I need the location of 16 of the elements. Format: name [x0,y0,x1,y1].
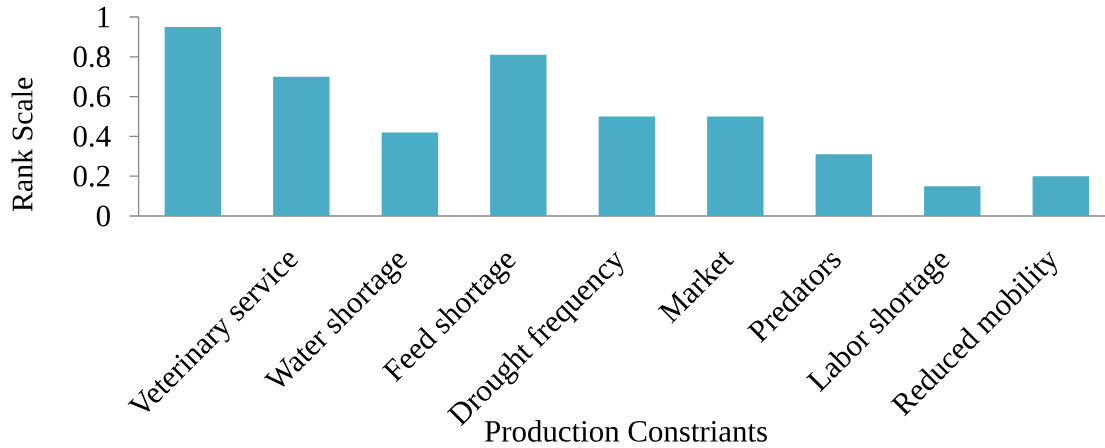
bar [707,116,764,216]
bar [1032,176,1089,216]
bar [273,76,330,216]
y-tick-label: 0 [96,205,110,227]
y-tick-label: 0.6 [73,86,111,108]
bar [381,132,439,216]
bar [815,154,873,216]
bar [164,26,222,216]
bar [924,186,981,216]
y-tick-label: 0.8 [73,46,110,68]
bar [490,54,547,216]
bar [598,116,656,216]
y-tick-label: 0.4 [73,125,111,147]
y-tick-label: 0.2 [73,165,110,187]
y-axis-title: Rank Scale [11,77,33,212]
y-tick-label: 1 [98,6,110,28]
